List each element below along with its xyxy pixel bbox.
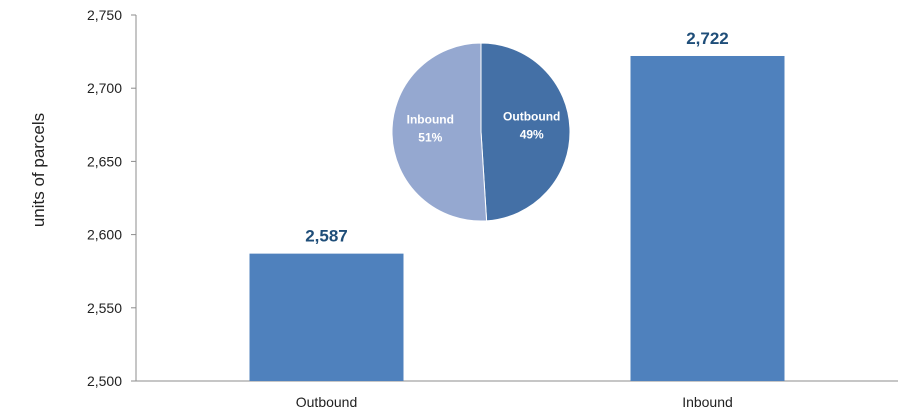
x-axis: Outbound Inbound <box>136 380 898 410</box>
y-axis-title: units of parcels <box>29 113 48 227</box>
bar-inbound <box>630 55 785 381</box>
pie-chart: Outbound 49% Inbound 51% <box>391 42 571 222</box>
y-tick-label: 2,650 <box>87 153 122 169</box>
bar-outbound <box>249 253 404 381</box>
pie-slice-name-label: Outbound <box>503 109 560 123</box>
y-tick-label: 2,750 <box>87 7 122 23</box>
y-tick-label: 2,550 <box>87 300 122 316</box>
y-tick-label: 2,500 <box>87 373 122 389</box>
y-axis: 2,500 2,550 2,600 2,650 2,700 2,750 <box>87 7 137 389</box>
bar-data-label: 2,722 <box>686 29 729 48</box>
pie-slice-percent-label: 51% <box>418 131 442 145</box>
bar-series: 2,587 2,722 <box>249 29 785 381</box>
y-tick-label: 2,700 <box>87 80 122 96</box>
x-tick-label: Outbound <box>296 394 358 410</box>
x-tick-label: Inbound <box>682 394 733 410</box>
pie-slice-outbound <box>480 42 571 222</box>
pie-slice-name-label: Inbound <box>407 113 454 127</box>
bar-data-label: 2,587 <box>305 227 348 246</box>
y-tick-label: 2,600 <box>87 227 122 243</box>
pie-slice-inbound <box>391 42 488 222</box>
pie-slice-percent-label: 49% <box>520 127 544 141</box>
